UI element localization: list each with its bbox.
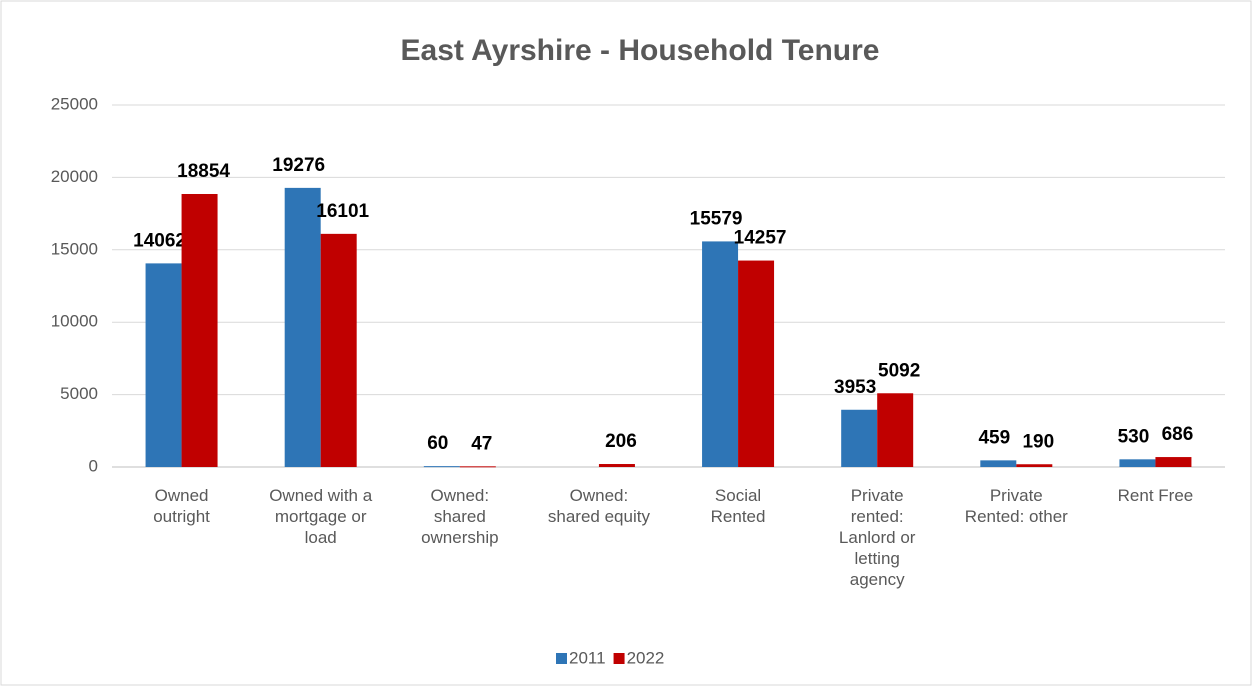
bar bbox=[459, 466, 496, 468]
y-tick-label: 0 bbox=[89, 456, 98, 475]
bar bbox=[284, 187, 321, 467]
y-tick-label: 15000 bbox=[51, 239, 98, 258]
bar bbox=[980, 460, 1017, 467]
data-label: 60 bbox=[427, 433, 448, 454]
y-tick-label: 5000 bbox=[60, 384, 98, 403]
legend-label: 2011 bbox=[569, 648, 606, 667]
data-label: 530 bbox=[1118, 426, 1150, 447]
x-tick-label: Owned: shared ownership bbox=[421, 486, 499, 547]
data-label: 3953 bbox=[834, 377, 876, 398]
bar bbox=[181, 193, 218, 467]
data-label: 459 bbox=[978, 427, 1010, 448]
x-tick-label: Owned with a mortgage or load bbox=[269, 486, 373, 547]
bar bbox=[1119, 459, 1156, 467]
y-tick-label: 25000 bbox=[51, 94, 98, 113]
data-label: 14257 bbox=[734, 228, 787, 249]
bar bbox=[702, 241, 739, 467]
chart-title: East Ayrshire - Household Tenure bbox=[401, 34, 880, 67]
data-label: 19276 bbox=[272, 155, 325, 176]
x-tick-label: Private Rented: other bbox=[964, 486, 1068, 526]
legend-swatch bbox=[556, 653, 567, 664]
x-tick-label: Owned outright bbox=[153, 486, 210, 526]
bar bbox=[598, 464, 635, 467]
data-label: 47 bbox=[471, 433, 492, 454]
data-label: 18854 bbox=[177, 161, 230, 182]
bar bbox=[423, 466, 460, 468]
data-label: 16101 bbox=[316, 201, 369, 222]
x-tick-label: Rent Free bbox=[1117, 486, 1194, 505]
bar bbox=[1155, 457, 1192, 467]
y-tick-label: 20000 bbox=[51, 167, 98, 186]
legend-label: 2022 bbox=[627, 648, 665, 667]
x-tick-label: Owned: shared equity bbox=[547, 486, 650, 526]
data-label: 14062 bbox=[133, 230, 186, 251]
data-label: 5092 bbox=[878, 360, 920, 381]
data-label: 190 bbox=[1022, 431, 1054, 452]
x-tick-label: Social Rented bbox=[710, 486, 766, 526]
bar bbox=[320, 233, 357, 467]
data-label: 15579 bbox=[690, 208, 743, 229]
bar bbox=[877, 393, 914, 467]
data-label: 206 bbox=[605, 431, 637, 452]
bar bbox=[738, 260, 775, 467]
bar bbox=[1016, 464, 1053, 467]
bar bbox=[145, 263, 182, 467]
data-label: 686 bbox=[1162, 424, 1194, 445]
x-tick-label: Private rented: Lanlord or letting agenc… bbox=[838, 486, 916, 589]
legend-swatch bbox=[613, 653, 625, 664]
bar bbox=[841, 409, 878, 467]
y-tick-label: 10000 bbox=[51, 312, 98, 331]
